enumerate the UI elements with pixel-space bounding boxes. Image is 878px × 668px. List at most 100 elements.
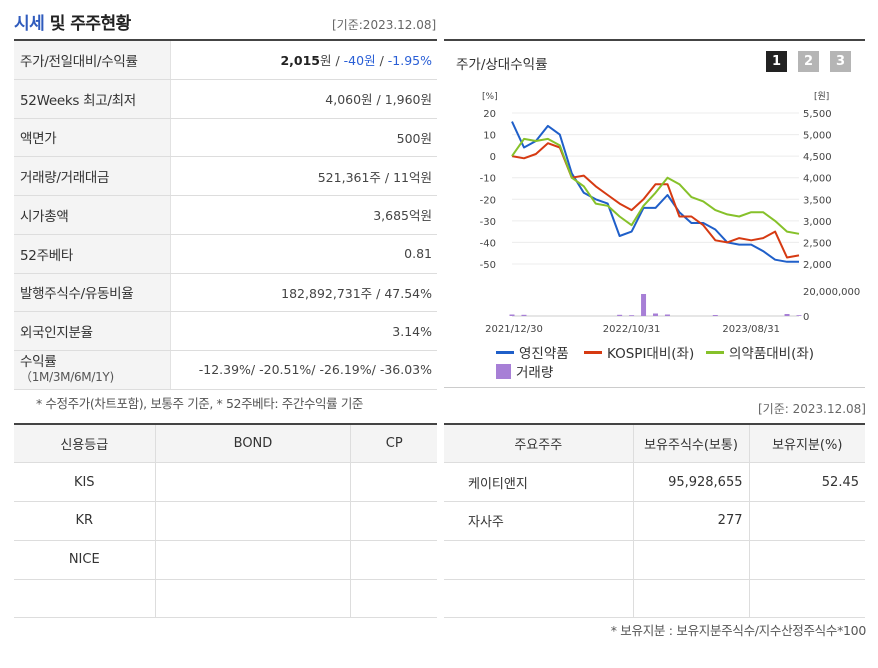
right-tick-label: 3,000 <box>803 217 832 228</box>
price-value: 2,015원 / -40원 / -1.95% <box>280 53 432 69</box>
bond-cell <box>154 462 351 502</box>
volume-bar <box>509 314 515 316</box>
row-label: 주가/전일대비/수익률 <box>14 41 171 79</box>
left-tick-label: 20 <box>483 109 496 120</box>
table-row: 외국인지분율 3.14% <box>14 312 437 351</box>
row-label: 액면가 <box>14 118 171 157</box>
holder-name: 자사주 <box>444 501 633 541</box>
legend-swatch <box>496 363 511 379</box>
left-tick-label: -50 <box>480 260 496 271</box>
bond-cell <box>154 501 351 541</box>
table-row: KIS <box>14 462 437 502</box>
table-row: 52주베타 0.81 <box>14 234 437 274</box>
table-row: 케이티앤지 95,928,655 52.45 <box>444 462 865 502</box>
row-label: 수익률 （1M/3M/6M/1Y) <box>14 351 171 389</box>
chart-tab-3[interactable]: 3 <box>830 51 851 72</box>
holder-shares: 277 <box>632 501 749 541</box>
agency-cell: KIS <box>14 462 155 502</box>
row-value: 4,060원 / 1,960원 <box>325 92 432 108</box>
row-label: 거래량/거래대금 <box>14 157 171 195</box>
x-tick-label: 2023/08/31 <box>722 324 780 335</box>
right-tick-label: 4,500 <box>803 152 832 163</box>
holder-shares: 95,928,655 <box>632 462 749 502</box>
legend-item: KOSPI대비(좌) <box>584 342 694 362</box>
row-label: 시가총액 <box>14 196 171 234</box>
holder-shares <box>632 579 749 619</box>
table-row: 수익률 （1M/3M/6M/1Y) -12.39%/ -20.51%/ -26.1… <box>14 351 437 390</box>
row-value: 500원 <box>396 130 432 146</box>
holder-pct <box>748 501 865 541</box>
row-value: 3,685억원 <box>373 208 432 224</box>
volume-bar <box>664 314 670 316</box>
series-line-2 <box>511 142 800 259</box>
series-line-3 <box>511 137 800 235</box>
legend-swatch <box>584 350 602 354</box>
right-tick-label: 2,500 <box>803 238 832 249</box>
volume-bar <box>784 314 790 316</box>
table-row: 거래량/거래대금 521,361주 / 11억원 <box>14 157 437 196</box>
cp-cell <box>350 579 437 619</box>
table-header: 주요주주 보유주식수(보통) 보유지분(%) <box>444 424 865 464</box>
right-tick-label: 3,500 <box>803 195 832 206</box>
section-title: 시세 및 주주현황 <box>14 14 131 34</box>
legend-item: 거래량 <box>496 361 553 381</box>
x-tick-label: 2021/12/30 <box>485 324 543 335</box>
row-value: 182,892,731주 / 47.54% <box>281 285 432 301</box>
volume-bar <box>629 315 635 316</box>
table-row: 발행주식수/유동비율 182,892,731주 / 47.54% <box>14 273 437 313</box>
row-label: 발행주식수/유동비율 <box>14 273 171 312</box>
holder-pct <box>748 540 865 580</box>
chart-title: 주가/상대수익률 <box>456 57 548 73</box>
cp-cell <box>350 501 437 541</box>
legend-item: 영진약품 <box>496 342 569 362</box>
legend-item: 의약품대비(좌) <box>706 342 814 362</box>
right-tick-label: 4,000 <box>803 174 832 185</box>
right-tick-label: 2,000 <box>803 260 832 271</box>
price-summary-table: 주가/전일대비/수익률 2,015원 / -40원 / -1.95% 52Wee… <box>14 39 437 390</box>
base-date: [기준:2023.12.08] <box>332 18 437 32</box>
cp-cell <box>350 540 437 580</box>
table-header: 신용등급 BOND CP <box>14 424 437 464</box>
chart-tab-1[interactable]: 1 <box>766 51 787 72</box>
table-row <box>14 579 437 619</box>
volume-tick-label: 20,000,000 <box>803 287 860 298</box>
holder-shares <box>632 540 749 580</box>
table-row: 시가총액 3,685억원 <box>14 196 437 235</box>
table-row: NICE <box>14 540 437 580</box>
left-tick-label: -20 <box>480 195 496 206</box>
col-header: 보유지분(%) <box>748 424 865 464</box>
table-row <box>444 579 865 619</box>
returns-value: -12.39%/ -20.51%/ -26.19%/ -36.03% <box>198 362 432 378</box>
col-header: BOND <box>154 424 351 464</box>
table-row: 액면가 500원 <box>14 118 437 158</box>
volume-bar <box>521 314 527 316</box>
chart-panel: 주가/상대수익률 1 2 3 [%] [원] 20 10 0 -10 -20 -30 -40 -5… <box>444 39 865 388</box>
col-header: CP <box>350 424 437 464</box>
series-line-1 <box>511 121 799 263</box>
holders-footnote: * 보유지분 : 보유지분주식수/지수산정주식수*100 <box>610 623 867 638</box>
agency-cell: KR <box>14 501 155 541</box>
major-shareholders-table: 주요주주 보유주식수(보통) 보유지분(%) 케이티앤지 95,928,655 52… <box>444 423 865 619</box>
left-tick-label: 0 <box>490 152 496 163</box>
agency-cell <box>14 579 155 619</box>
cp-cell <box>350 462 437 502</box>
left-tick-label: -30 <box>480 217 496 228</box>
holder-pct <box>748 579 865 619</box>
bond-cell <box>154 540 351 580</box>
right-axis-unit: [원] <box>814 91 829 102</box>
summary-footnote: * 수정주가(차트포함), 보통주 기준, * 52주베타: 주간수익률 기준 <box>36 396 364 411</box>
volume-bar <box>617 314 623 316</box>
volume-tick-label: 0 <box>803 312 809 323</box>
legend-swatch <box>706 350 724 354</box>
row-value: 3.14% <box>392 323 432 339</box>
table-row: KR <box>14 501 437 541</box>
table-row <box>444 540 865 580</box>
holders-base-date: [기준: 2023.12.08] <box>757 402 866 416</box>
row-label: 52주베타 <box>14 234 171 273</box>
col-header: 보유주식수(보통) <box>632 424 749 464</box>
table-row: 52Weeks 최고/최저 4,060원 / 1,960원 <box>14 79 437 119</box>
agency-cell: NICE <box>14 540 155 580</box>
left-tick-label: -40 <box>480 238 496 249</box>
left-tick-label: -10 <box>480 174 496 185</box>
chart-tab-2[interactable]: 2 <box>798 51 819 72</box>
